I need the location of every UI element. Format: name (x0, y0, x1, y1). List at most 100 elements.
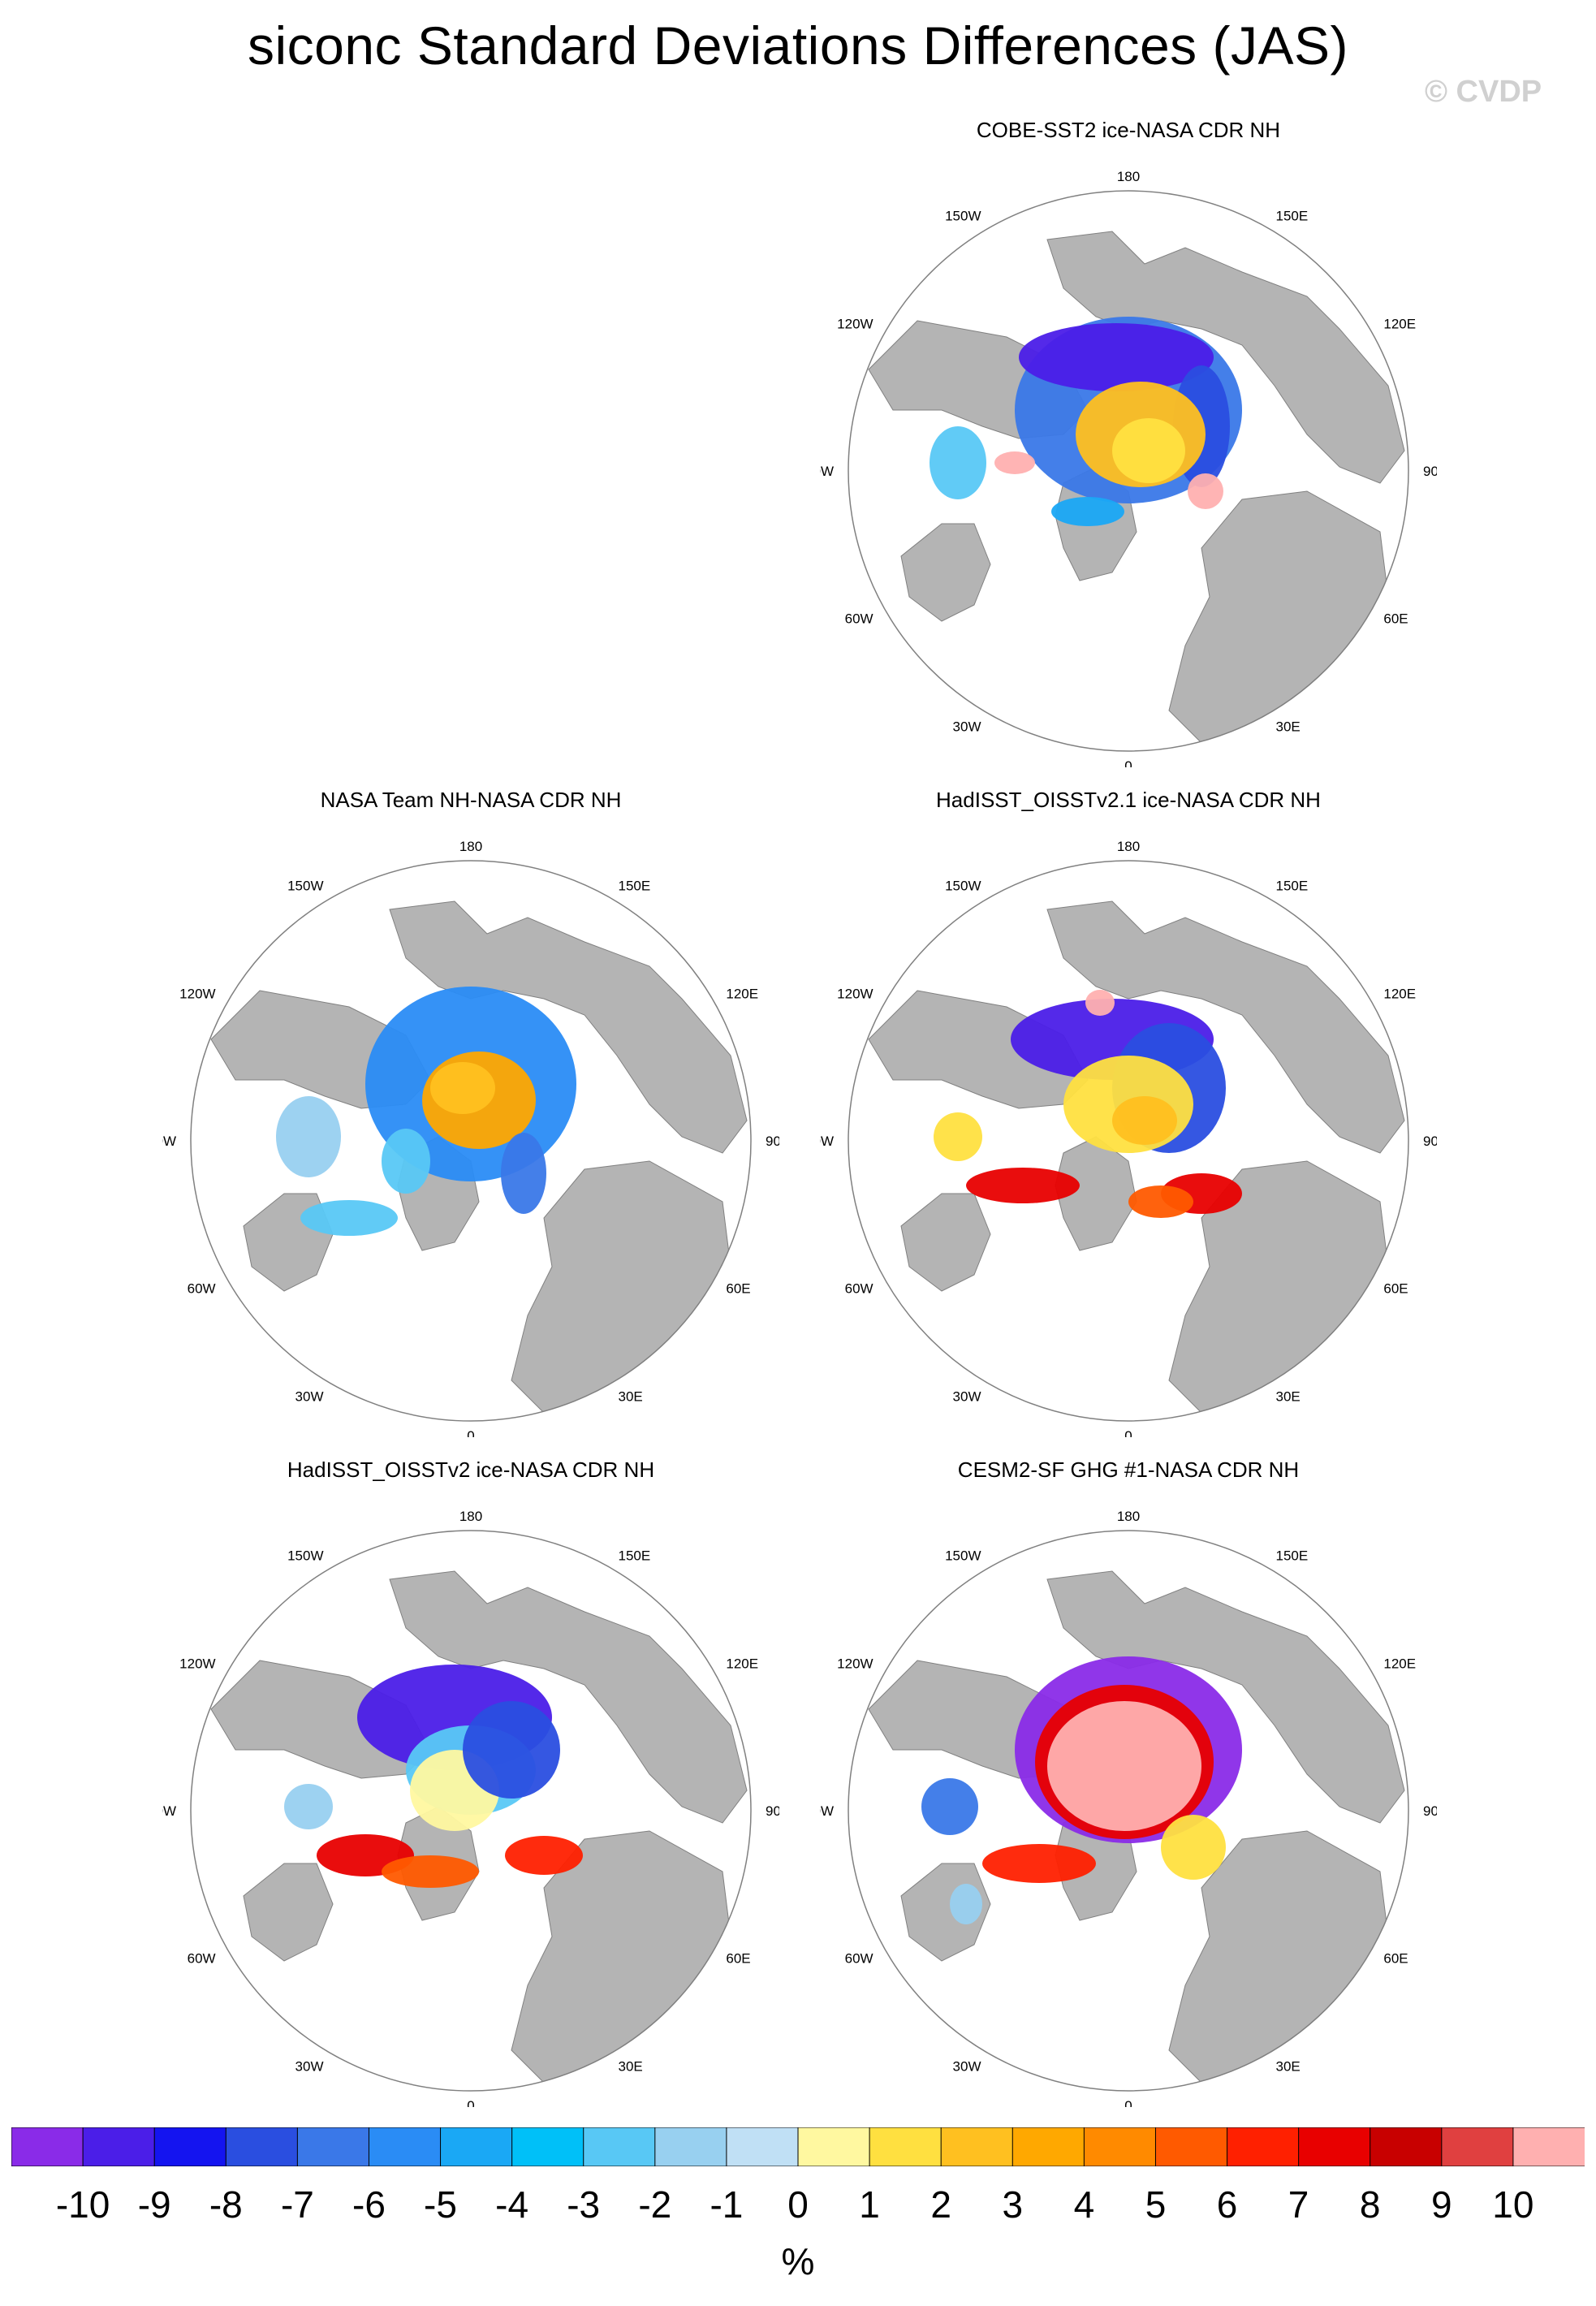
polar-map: 180 150E 120E 90E 60E 30E 0 30W 60W 90W 120W 150W (820, 839, 1437, 1437)
longitude-label: 60W (845, 1281, 873, 1297)
colorbar-swatch (82, 2127, 156, 2166)
ice-anomaly-field (930, 426, 986, 499)
longitude-label: 60E (1383, 611, 1408, 627)
ice-anomaly-field (276, 1096, 341, 1177)
colorbar-swatch (1154, 2127, 1228, 2166)
colorbar (11, 2127, 1585, 2166)
ice-anomaly-field (505, 1836, 583, 1875)
colorbar-swatch (726, 2127, 799, 2166)
longitude-label: 60E (1383, 1951, 1408, 1967)
colorbar-swatch (1012, 2127, 1085, 2166)
colorbar-label: -10 (55, 2183, 110, 2226)
longitude-label: 180 (1117, 839, 1140, 854)
ice-anomaly-field (1112, 418, 1185, 483)
ice-anomaly-field (1047, 1701, 1201, 1831)
map-panel-hadisst-oisstv2: HadISST_OISSTv2 ice-NASA CDR NH 180 150E 1… (162, 1457, 779, 2107)
map-boundary (848, 190, 1409, 752)
longitude-label: 90E (1423, 1803, 1437, 1819)
ice-anomaly-field (501, 1133, 546, 1214)
longitude-label: 120E (1383, 317, 1416, 332)
polar-map: 180 150E 120E 90E 60E 30E 0 30W 60W 90W 120W 150W (162, 839, 779, 1437)
colorbar-swatch (797, 2127, 871, 2166)
ice-anomaly-field (1019, 323, 1214, 391)
longitude-label: 150W (945, 879, 981, 894)
panel-title: COBE-SST2 ice-NASA CDR NH (976, 118, 1281, 142)
map-boundary (848, 860, 1409, 1422)
colorbar-swatch (440, 2127, 513, 2166)
longitude-label: 90E (1423, 464, 1437, 479)
colorbar-swatch (583, 2127, 656, 2166)
map-boundary (190, 860, 752, 1422)
longitude-label: 30E (1276, 1388, 1301, 1404)
longitude-label: 60W (845, 1951, 873, 1967)
longitude-label: 150E (1276, 209, 1309, 224)
colorbar-swatch (11, 2127, 84, 2166)
ice-anomaly-field (1128, 1185, 1193, 1218)
longitude-label: 30E (1276, 2058, 1301, 2074)
longitude-label: 120W (837, 317, 873, 332)
longitude-label: 90W (820, 464, 834, 479)
map-boundary (848, 1530, 1409, 2092)
colorbar-swatch (1298, 2127, 1371, 2166)
longitude-label: 120W (179, 987, 215, 1002)
colorbar-swatch (368, 2127, 442, 2166)
longitude-label: 0 (467, 1428, 474, 1437)
colorbar-label: -2 (638, 2183, 672, 2226)
longitude-label: 60E (726, 1951, 750, 1967)
ice-anomaly-field (1188, 473, 1223, 509)
ice-anomaly-field (382, 1129, 430, 1194)
longitude-label: 90W (162, 1803, 176, 1819)
longitude-label: 60W (188, 1281, 216, 1297)
colorbar-swatch (869, 2127, 943, 2166)
colorbar-label: 10 (1492, 2183, 1534, 2226)
cvdp-watermark: © CVDP (1425, 75, 1542, 109)
longitude-label: 90E (1423, 1134, 1437, 1149)
panel-title: HadISST_OISSTv2 ice-NASA CDR NH (287, 1457, 655, 1482)
longitude-label: 150E (1276, 879, 1309, 894)
longitude-label: 30E (619, 2058, 643, 2074)
colorbar-swatch (1512, 2127, 1585, 2166)
panel-title: HadISST_OISSTv2.1 ice-NASA CDR NH (936, 788, 1321, 812)
map-boundary (190, 1530, 752, 2092)
colorbar-label: 5 (1145, 2183, 1167, 2226)
longitude-label: 60E (1383, 1281, 1408, 1297)
longitude-label: 30E (619, 1388, 643, 1404)
longitude-label: 120W (837, 1656, 873, 1672)
land-mass (1046, 900, 1405, 1154)
colorbar-label: -3 (567, 2183, 601, 2226)
map-panel-cobe: COBE-SST2 ice-NASA CDR NH 180 150E 120E 90E… (820, 118, 1437, 767)
ice-anomaly-field (1112, 1096, 1177, 1145)
colorbar-swatch (940, 2127, 1014, 2166)
longitude-label: 60W (188, 1951, 216, 1967)
longitude-label: 120E (1383, 987, 1416, 1002)
longitude-label: 150E (619, 879, 651, 894)
colorbar-label: 6 (1216, 2183, 1238, 2226)
panel-title: NASA Team NH-NASA CDR NH (320, 788, 622, 812)
colorbar-label: 4 (1073, 2183, 1095, 2226)
colorbar-swatch (153, 2127, 227, 2166)
colorbar-label: -4 (495, 2183, 529, 2226)
map-panel-hadisst-oisstv21: HadISST_OISSTv2.1 ice-NASA CDR NH 180 150… (820, 788, 1437, 1437)
colorbar-label: 2 (930, 2183, 951, 2226)
longitude-label: 180 (1117, 1509, 1140, 1524)
colorbar-swatch (1227, 2127, 1300, 2166)
colorbar-label: 9 (1431, 2183, 1452, 2226)
longitude-label: 90E (766, 1803, 779, 1819)
colorbar-units: % (781, 2240, 815, 2282)
colorbar-label: 3 (1002, 2183, 1024, 2226)
polar-map: 180 150E 120E 90E 60E 30E 0 30W 60W 90W 120W 150W (162, 1509, 779, 2107)
longitude-label: 30W (953, 719, 981, 734)
ice-anomaly-field (284, 1784, 333, 1829)
longitude-label: 120W (179, 1656, 215, 1672)
colorbar-label: -8 (209, 2183, 243, 2226)
main-title: siconc Standard Deviations Differences (… (247, 15, 1349, 76)
longitude-label: 30W (295, 2058, 324, 2074)
colorbar-swatch (654, 2127, 727, 2166)
longitude-label: 0 (1124, 758, 1132, 767)
colorbar-label: -5 (424, 2183, 457, 2226)
ice-anomaly-field (921, 1778, 978, 1835)
longitude-label: 90W (162, 1134, 176, 1149)
longitude-label: 150E (1276, 1548, 1309, 1564)
longitude-label: 120W (837, 987, 873, 1002)
colorbar-swatch (511, 2127, 584, 2166)
